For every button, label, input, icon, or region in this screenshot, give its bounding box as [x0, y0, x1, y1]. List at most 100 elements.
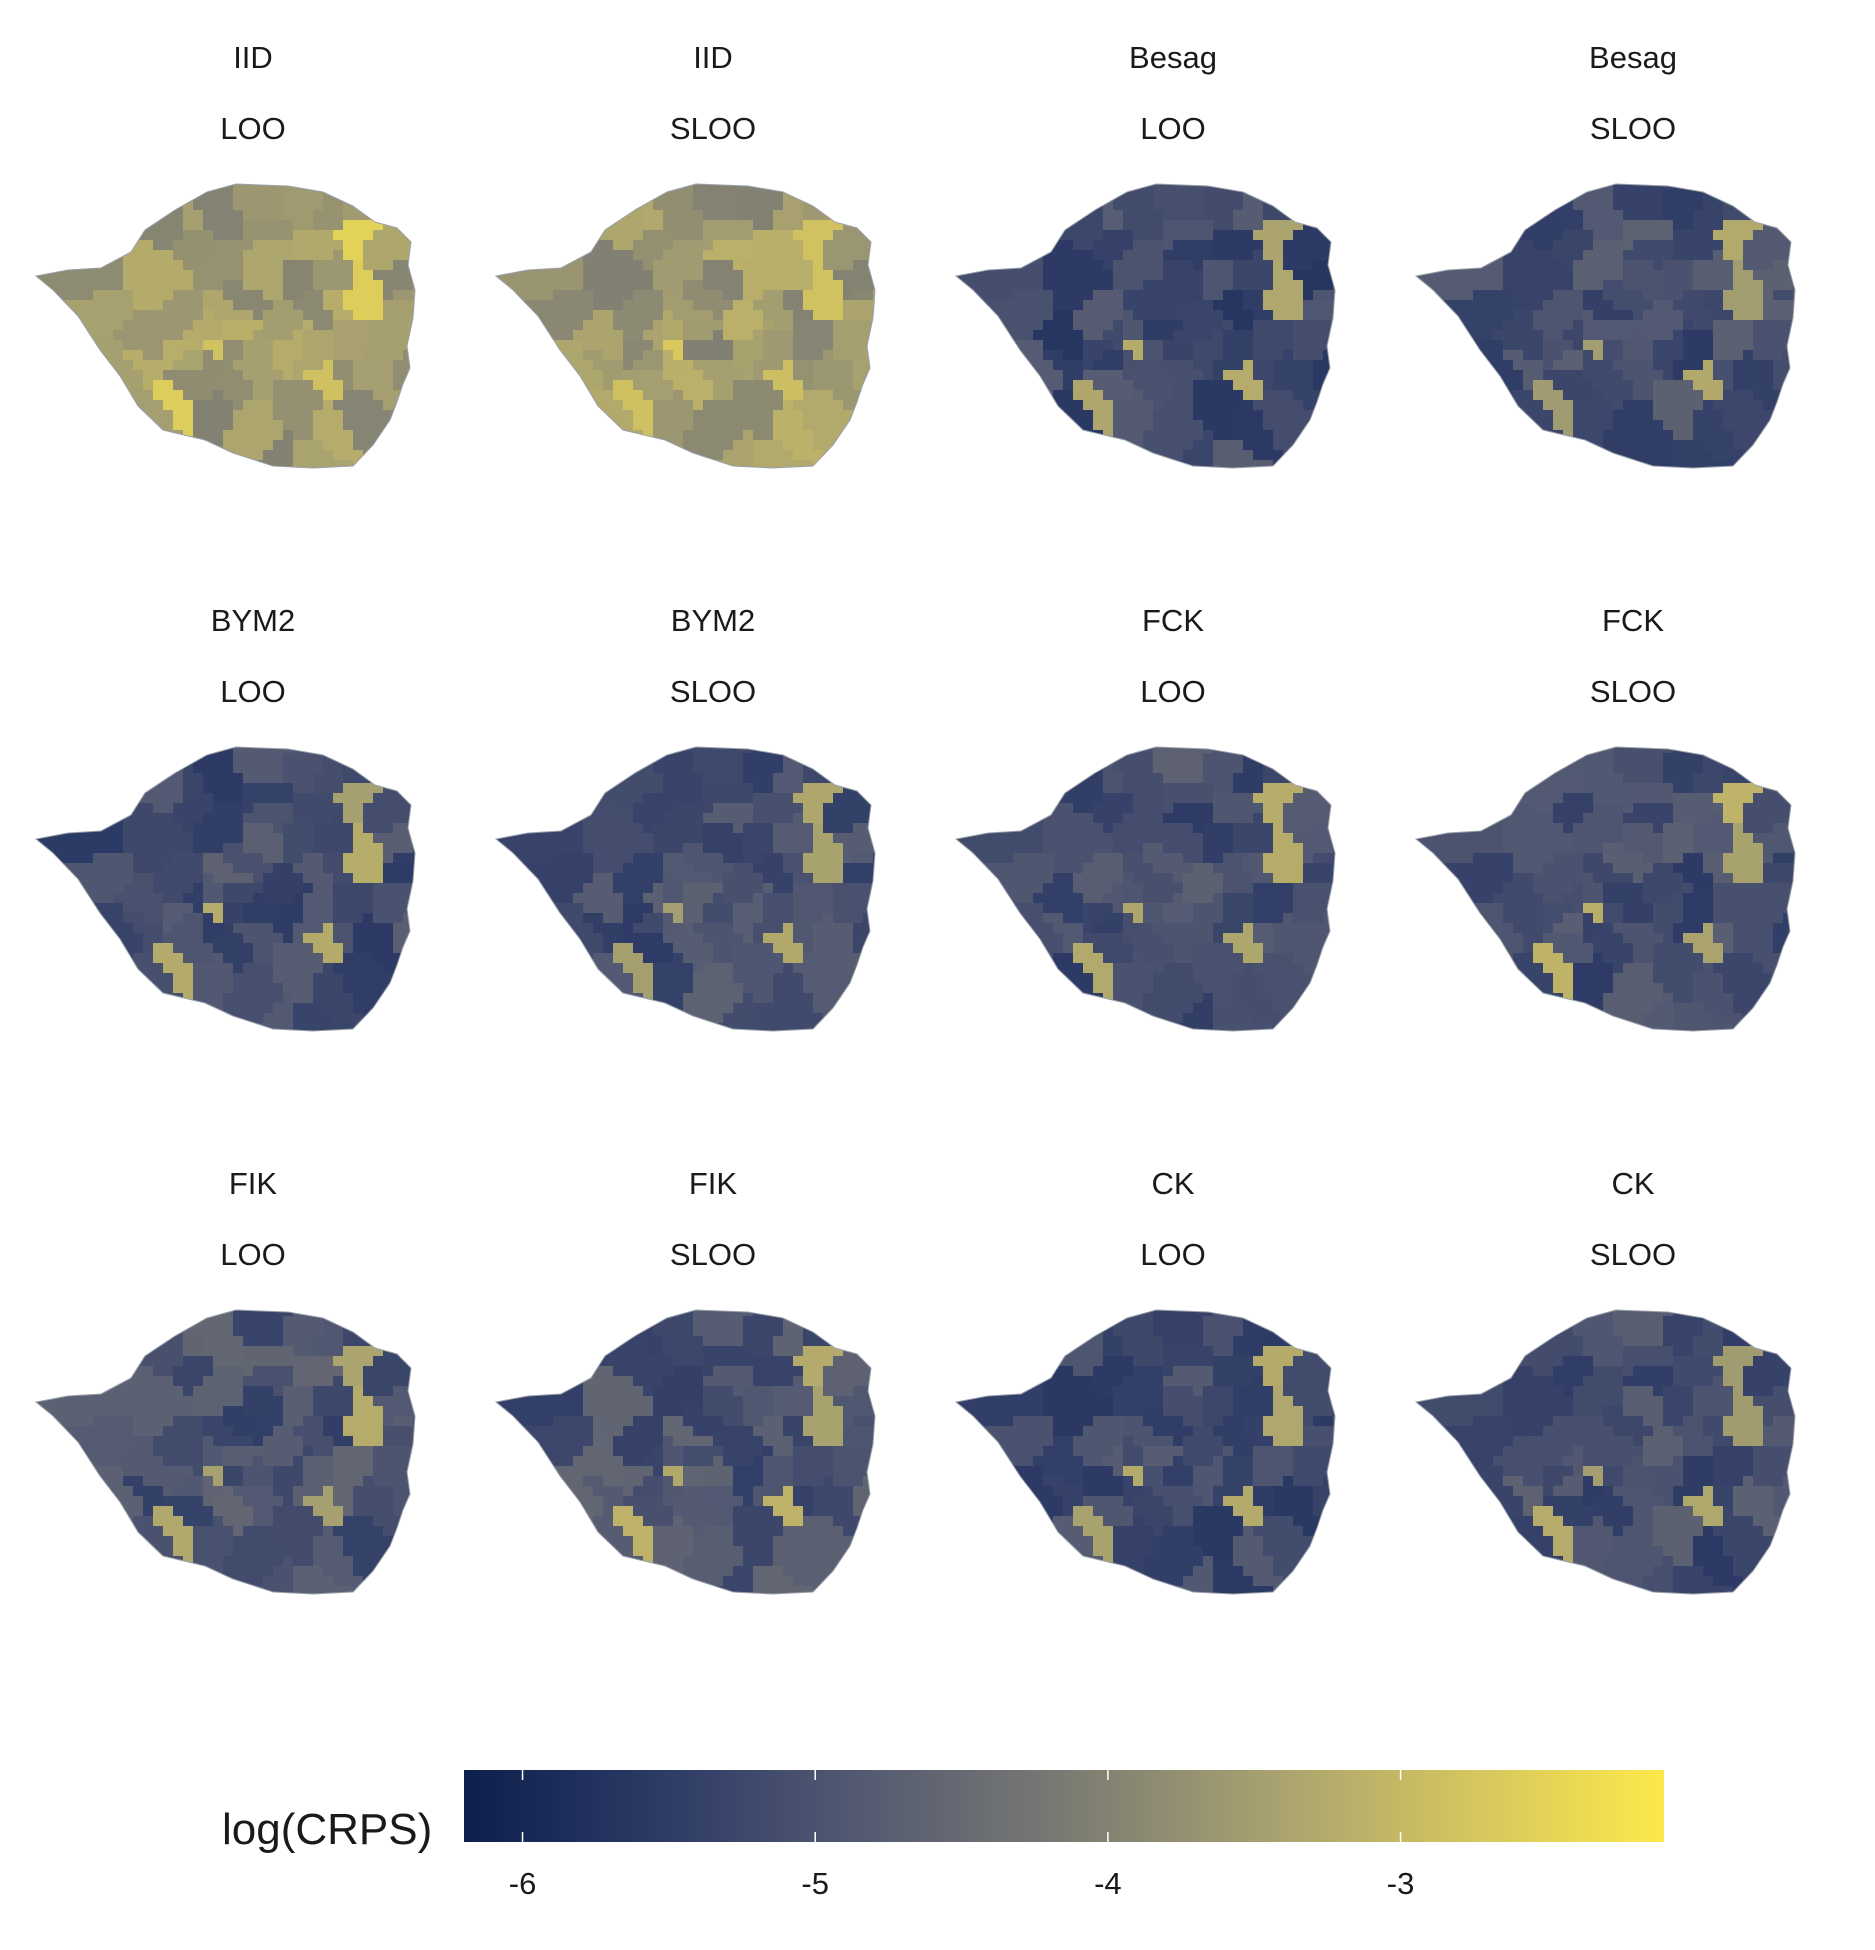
district-cell — [1503, 290, 1514, 301]
district-cell — [913, 210, 924, 221]
district-cell — [943, 290, 954, 301]
district-cell — [1613, 170, 1624, 181]
district-cell — [753, 360, 764, 371]
district-cell — [193, 430, 204, 441]
district-cell — [1143, 320, 1154, 331]
district-cell — [463, 170, 474, 181]
district-cell — [303, 440, 314, 451]
district-cell — [923, 330, 934, 341]
district-cell — [523, 260, 534, 271]
district-cell — [1673, 210, 1684, 221]
district-cell — [543, 360, 554, 371]
district-cell — [633, 440, 644, 451]
district-cell — [863, 220, 874, 231]
district-cell — [1043, 210, 1054, 221]
district-cell — [1283, 260, 1294, 271]
district-cell — [693, 230, 704, 241]
district-cell — [1473, 220, 1484, 231]
district-cell — [23, 190, 34, 201]
district-cell — [803, 330, 814, 341]
district-cell — [1373, 420, 1384, 431]
district-cell — [703, 190, 714, 201]
district-cell — [1683, 230, 1694, 241]
district-cell — [1553, 320, 1564, 331]
district-cell — [863, 420, 874, 431]
district-cell — [683, 240, 694, 251]
district-cell — [213, 340, 224, 351]
district-cell — [893, 380, 904, 391]
district-cell — [1153, 460, 1164, 468]
district-cell — [1163, 390, 1174, 401]
district-cell — [253, 290, 264, 301]
district-cell — [53, 410, 64, 421]
district-cell — [1563, 230, 1574, 241]
district-cell — [103, 420, 114, 431]
district-cell — [1693, 320, 1704, 331]
district-cell — [1063, 240, 1074, 251]
district-cell — [863, 210, 874, 221]
district-cell — [723, 410, 734, 421]
district-cell — [1333, 230, 1335, 241]
district-cell — [813, 240, 824, 251]
district-cell — [1463, 230, 1474, 241]
district-cell — [1753, 310, 1764, 321]
district-cell — [1333, 390, 1335, 401]
district-cell — [956, 184, 964, 191]
district-cell — [1753, 260, 1764, 271]
district-cell — [1653, 340, 1664, 351]
district-cell — [1833, 330, 1844, 341]
district-cell — [723, 330, 734, 341]
district-cell — [1753, 270, 1764, 281]
district-cell — [1113, 230, 1124, 241]
district-cell — [373, 184, 384, 191]
district-cell — [803, 450, 814, 461]
district-cell — [503, 400, 514, 411]
district-cell — [1523, 300, 1534, 311]
district-cell — [803, 310, 814, 321]
district-cell — [763, 310, 774, 321]
district-cell — [43, 350, 54, 361]
district-cell — [1423, 290, 1434, 301]
district-cell — [693, 240, 704, 251]
district-cell — [1003, 450, 1014, 461]
district-cell — [1643, 210, 1654, 221]
district-cell — [753, 460, 764, 468]
district-cell — [1623, 220, 1634, 231]
district-cell — [653, 400, 664, 411]
district-cell — [513, 310, 524, 321]
district-cell — [873, 380, 875, 391]
district-cell — [273, 370, 284, 381]
district-cell — [643, 420, 654, 431]
district-cell — [53, 210, 64, 221]
district-cell — [1153, 410, 1164, 421]
district-cell — [503, 170, 514, 181]
district-cell — [1383, 400, 1394, 411]
district-cell — [956, 320, 964, 331]
district-cell — [1663, 290, 1674, 301]
district-cell — [873, 330, 875, 341]
district-cell — [1233, 400, 1244, 411]
district-cell — [1423, 300, 1434, 311]
district-cell — [1753, 170, 1764, 181]
district-cell — [1153, 260, 1164, 271]
district-cell — [1693, 210, 1704, 221]
district-cell — [1003, 440, 1014, 451]
district-cell — [933, 380, 943, 391]
district-cell — [373, 230, 384, 241]
district-cell — [483, 260, 494, 271]
district-cell — [1303, 330, 1314, 341]
district-cell — [173, 220, 184, 231]
district-cell — [293, 210, 304, 221]
district-cell — [543, 220, 554, 231]
district-cell — [463, 330, 474, 341]
district-cell — [1093, 300, 1104, 311]
district-cell — [933, 260, 943, 271]
district-cell — [43, 450, 54, 461]
district-cell — [893, 320, 904, 331]
district-cell — [313, 380, 324, 391]
district-cell — [1213, 420, 1224, 431]
district-cell — [1813, 320, 1824, 331]
district-cell — [463, 200, 474, 211]
district-cell — [1563, 220, 1574, 231]
district-cell — [1143, 330, 1154, 341]
